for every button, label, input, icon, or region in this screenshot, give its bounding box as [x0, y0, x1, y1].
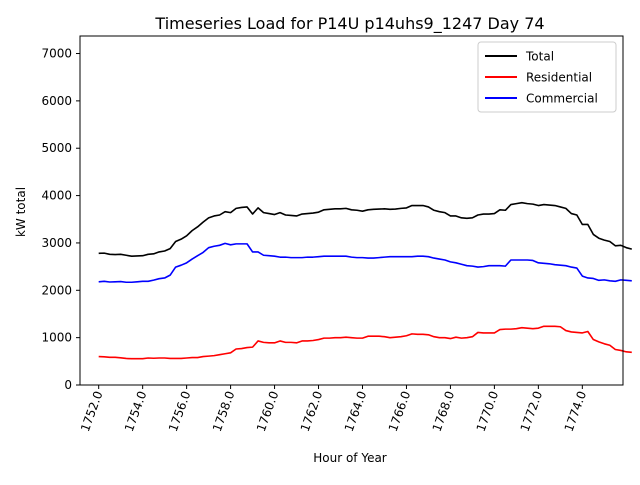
series-line-residential	[98, 325, 632, 360]
x-axis-label: Hour of Year	[313, 451, 387, 465]
plot-lines	[98, 201, 632, 360]
plot-frame	[79, 35, 624, 386]
x-tick-label: 1772.0	[518, 389, 546, 433]
x-tick-label: 1764.0	[342, 389, 370, 433]
legend-box	[477, 41, 617, 113]
x-tick-label: 1768.0	[430, 389, 458, 433]
x-tick-label: 1760.0	[254, 389, 282, 433]
y-tick-label: 5000	[41, 141, 72, 155]
y-axis: 0 1000 2000 3000 4000 5000 6000 7000	[41, 47, 80, 392]
x-axis: 1752.0 1754.0 1756.0 1758.0 1760.0 1762.0 1764…	[78, 385, 589, 433]
y-tick-label: 6000	[41, 94, 72, 108]
chart-title: Timeseries Load for P14U p14uhs9_1247 Da…	[154, 14, 544, 34]
x-tick-label: 1766.0	[386, 389, 414, 433]
y-tick-label: 3000	[41, 236, 72, 250]
legend-label-total: Total	[525, 50, 554, 64]
y-tick-label: 4000	[41, 189, 72, 203]
x-tick-label: 1756.0	[166, 389, 194, 433]
series-line-total	[98, 201, 632, 258]
legend-label-residential: Residential	[526, 71, 592, 85]
y-tick-label: 0	[64, 378, 72, 392]
legend: Total Residential Commercial	[477, 41, 617, 113]
y-tick-label: 2000	[41, 283, 72, 297]
y-tick-label: 7000	[41, 47, 72, 61]
y-axis-label: kW total	[14, 187, 28, 237]
series-line-commercial	[98, 242, 632, 284]
x-tick-label: 1754.0	[122, 389, 150, 433]
x-tick-label: 1770.0	[474, 389, 502, 433]
x-tick-label: 1752.0	[78, 389, 106, 433]
x-tick-label: 1758.0	[210, 389, 238, 433]
x-tick-label: 1762.0	[298, 389, 326, 433]
y-tick-label: 1000	[41, 331, 72, 345]
legend-label-commercial: Commercial	[526, 92, 598, 106]
x-tick-label: 1774.0	[562, 389, 590, 433]
